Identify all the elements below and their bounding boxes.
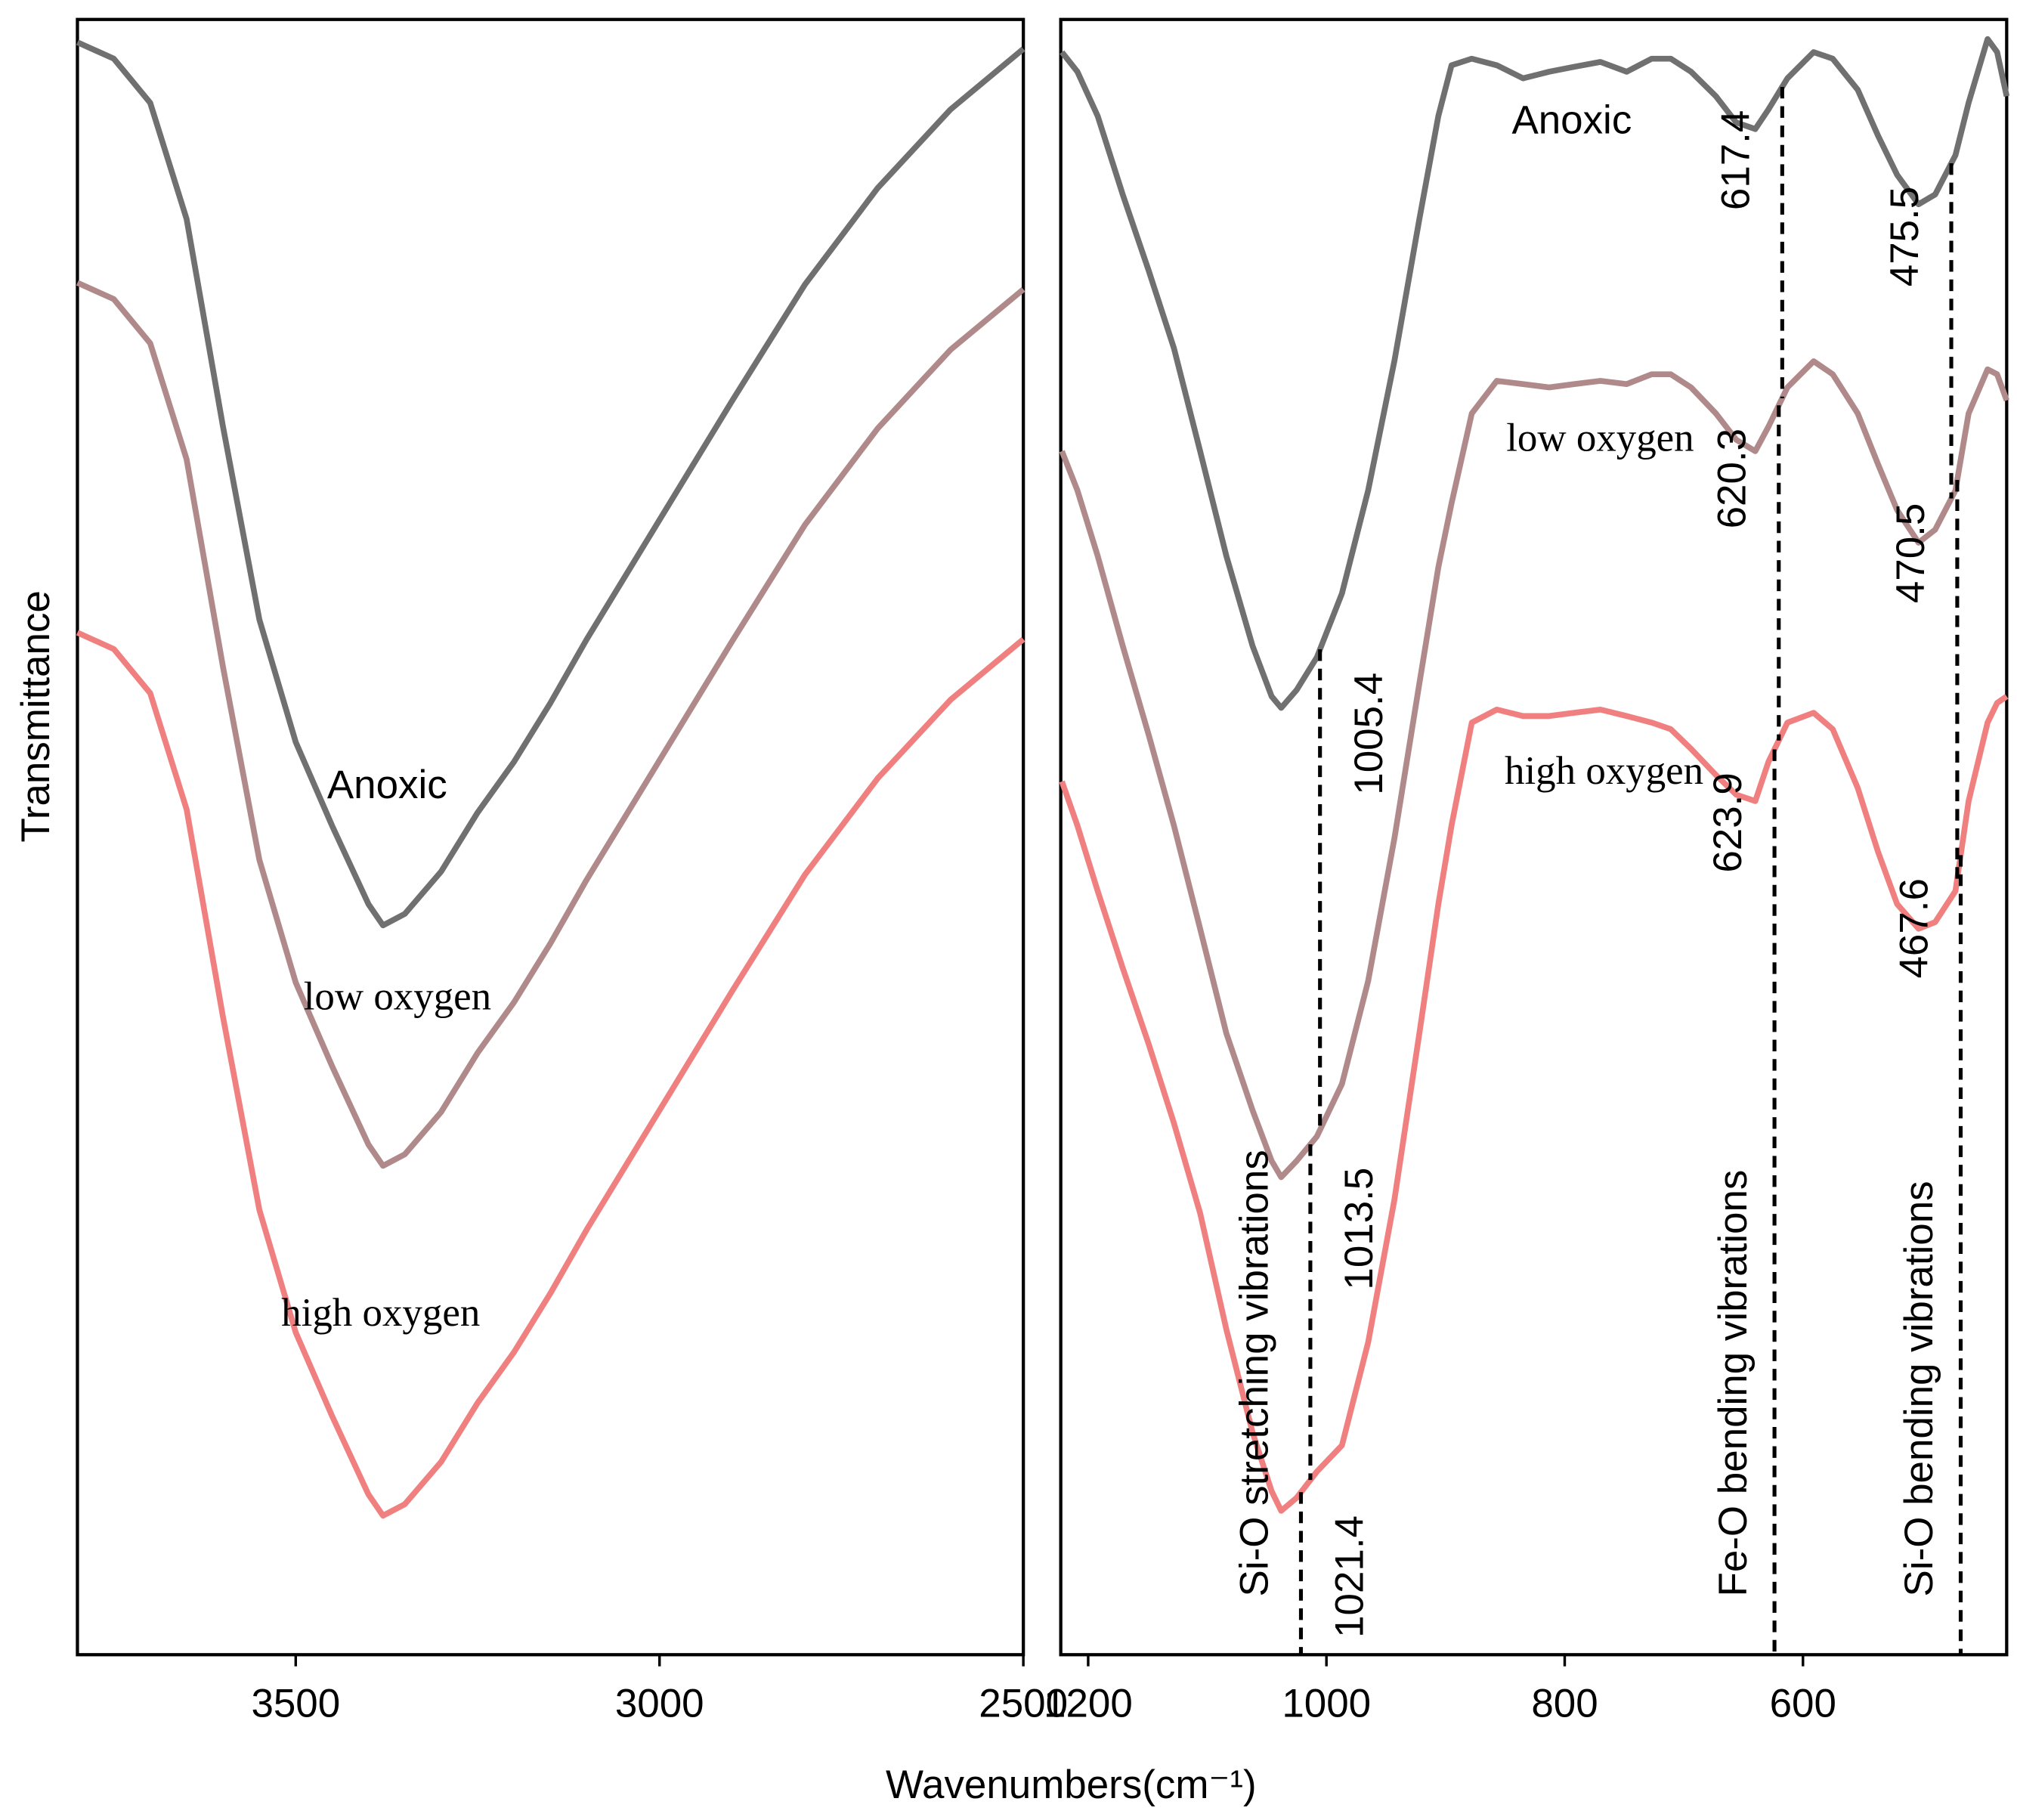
series-label: high oxygen — [1505, 749, 1703, 793]
plot-frame — [1059, 17, 2009, 1657]
band-label: Fe-O bending vibrations — [1711, 1170, 1756, 1597]
series-label: high oxygen — [281, 1291, 480, 1335]
peak-label: 623.9 — [1706, 772, 1750, 872]
peak-label: 1013.5 — [1337, 1168, 1381, 1290]
series-label: Anoxic — [327, 763, 447, 807]
band-label: Si-O bending vibrations — [1897, 1181, 1941, 1596]
spectrum-line — [1059, 694, 2009, 1514]
series-label: low oxygen — [1506, 416, 1694, 460]
peak-label: 470.5 — [1889, 503, 1933, 603]
peak-label: 475.5 — [1882, 187, 1927, 286]
series-label: Anoxic — [1511, 98, 1632, 142]
x-tick-label: 2500 — [979, 1681, 1068, 1726]
spectrum-line — [76, 630, 1026, 1519]
band-label: Si-O stretching vibrations — [1232, 1150, 1276, 1596]
y-axis-label: Transmittance — [14, 590, 58, 842]
spectrum-line — [76, 280, 1026, 1169]
peak-label: 467.6 — [1892, 878, 1936, 978]
peak-label: 1005.4 — [1347, 673, 1391, 795]
x-tick-label: 3500 — [251, 1681, 340, 1726]
x-axis-label: Wavenumbers(cm⁻¹) — [886, 1763, 1257, 1807]
peak-label: 1021.4 — [1328, 1515, 1372, 1638]
spectrum-line — [1059, 358, 2009, 1181]
peak-label: 617.4 — [1713, 110, 1758, 210]
series-label: low oxygen — [304, 975, 491, 1019]
x-tick-label: 1200 — [1044, 1681, 1133, 1726]
x-tick-label: 600 — [1770, 1681, 1836, 1726]
x-tick-label: 1000 — [1282, 1681, 1371, 1726]
plot-frame — [76, 17, 1026, 1657]
x-tick-label: 800 — [1531, 1681, 1598, 1726]
x-tick-label: 3000 — [615, 1681, 704, 1726]
peak-label: 620.3 — [1710, 429, 1755, 528]
spectrum-line — [1060, 36, 2010, 711]
spectrum-line — [76, 39, 1026, 929]
